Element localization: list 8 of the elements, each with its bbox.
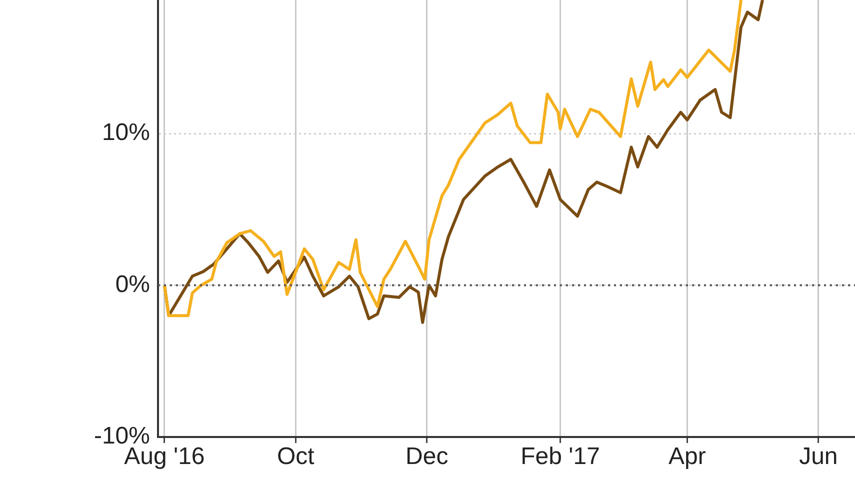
x-tick-label: Aug '16: [124, 443, 205, 470]
x-tick-label: Feb '17: [520, 443, 600, 470]
x-tick-label: Oct: [277, 443, 315, 470]
y-tick-label: 10%: [102, 119, 150, 146]
x-tick-label: Jun: [799, 443, 838, 470]
x-tick-label: Apr: [668, 443, 706, 470]
x-tick-label: Dec: [406, 443, 448, 470]
y-tick-label: 0%: [115, 270, 150, 298]
